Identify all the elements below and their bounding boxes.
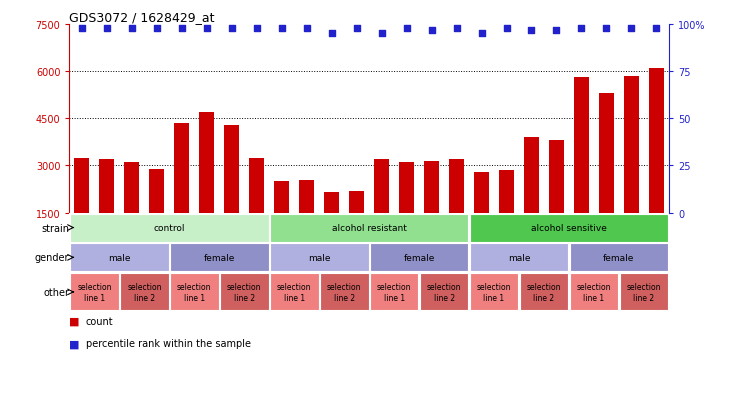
Bar: [624, 76, 639, 213]
Text: percentile rank within the sample: percentile rank within the sample: [86, 339, 251, 349]
Text: selection
line 1: selection line 1: [377, 282, 412, 302]
Bar: [470, 244, 568, 272]
Text: male: male: [108, 253, 131, 262]
Bar: [524, 138, 539, 213]
Bar: [220, 274, 268, 311]
Bar: [470, 214, 668, 242]
Bar: [399, 163, 414, 213]
Point: [101, 25, 113, 32]
Bar: [124, 163, 140, 213]
Point: [451, 25, 463, 32]
Bar: [99, 160, 114, 213]
Bar: [270, 244, 368, 272]
Text: count: count: [86, 316, 113, 326]
Bar: [569, 274, 618, 311]
Bar: [424, 161, 439, 213]
Point: [501, 25, 512, 32]
Bar: [474, 172, 489, 213]
Text: selection
line 2: selection line 2: [227, 282, 262, 302]
Bar: [569, 244, 668, 272]
Point: [626, 25, 637, 32]
Text: other: other: [43, 287, 69, 297]
Text: selection
line 2: selection line 2: [127, 282, 162, 302]
Bar: [370, 274, 418, 311]
Bar: [149, 169, 164, 213]
Point: [76, 25, 88, 32]
Text: alcohol resistant: alcohol resistant: [332, 223, 406, 233]
Bar: [249, 158, 264, 213]
Bar: [574, 78, 589, 213]
Point: [550, 27, 562, 34]
Text: selection
line 2: selection line 2: [626, 282, 661, 302]
Text: female: female: [404, 253, 435, 262]
Point: [351, 25, 363, 32]
Point: [425, 27, 437, 34]
Bar: [599, 94, 614, 213]
Point: [251, 25, 262, 32]
Point: [601, 25, 613, 32]
Bar: [270, 274, 319, 311]
Point: [376, 31, 387, 38]
Bar: [120, 274, 169, 311]
Text: selection
line 2: selection line 2: [527, 282, 561, 302]
Bar: [70, 274, 118, 311]
Text: female: female: [603, 253, 635, 262]
Bar: [170, 274, 219, 311]
Bar: [549, 141, 564, 213]
Bar: [420, 274, 469, 311]
Text: selection
line 1: selection line 1: [577, 282, 611, 302]
Text: GDS3072 / 1628429_at: GDS3072 / 1628429_at: [69, 11, 215, 24]
Bar: [270, 214, 469, 242]
Text: selection
line 1: selection line 1: [477, 282, 511, 302]
Text: selection
line 2: selection line 2: [327, 282, 361, 302]
Bar: [324, 193, 339, 213]
Text: control: control: [154, 223, 185, 233]
Bar: [224, 125, 239, 213]
Point: [526, 27, 537, 34]
Text: ■: ■: [69, 316, 80, 326]
Point: [301, 25, 313, 32]
Bar: [620, 274, 668, 311]
Bar: [70, 244, 169, 272]
Bar: [70, 214, 268, 242]
Bar: [499, 171, 514, 213]
Text: strain: strain: [42, 223, 69, 233]
Text: male: male: [308, 253, 330, 262]
Bar: [299, 180, 314, 213]
Text: selection
line 1: selection line 1: [77, 282, 112, 302]
Point: [476, 31, 488, 38]
Point: [176, 25, 188, 32]
Point: [575, 25, 587, 32]
Bar: [374, 160, 389, 213]
Point: [126, 25, 137, 32]
Bar: [274, 182, 289, 213]
Bar: [370, 244, 469, 272]
Bar: [449, 160, 464, 213]
Text: selection
line 2: selection line 2: [427, 282, 461, 302]
Text: alcohol sensitive: alcohol sensitive: [531, 223, 607, 233]
Point: [276, 25, 287, 32]
Bar: [75, 158, 89, 213]
Point: [401, 25, 412, 32]
Text: male: male: [508, 253, 530, 262]
Point: [226, 25, 238, 32]
Bar: [320, 274, 368, 311]
Point: [326, 31, 338, 38]
Text: ■: ■: [69, 339, 80, 349]
Point: [201, 25, 213, 32]
Bar: [200, 113, 214, 213]
Text: selection
line 1: selection line 1: [177, 282, 211, 302]
Bar: [649, 69, 664, 213]
Text: selection
line 1: selection line 1: [277, 282, 311, 302]
Bar: [349, 191, 364, 213]
Text: female: female: [204, 253, 235, 262]
Bar: [170, 244, 268, 272]
Point: [651, 25, 662, 32]
Bar: [470, 274, 518, 311]
Text: gender: gender: [35, 253, 69, 263]
Point: [151, 25, 163, 32]
Bar: [175, 123, 189, 213]
Bar: [520, 274, 568, 311]
